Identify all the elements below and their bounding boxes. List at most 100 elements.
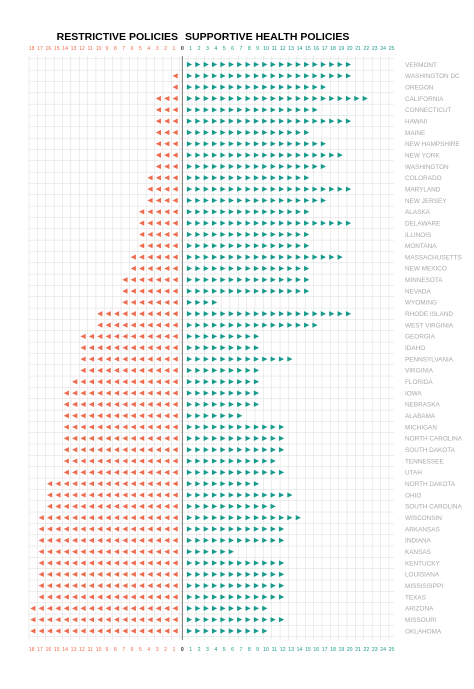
restrictive-triangle xyxy=(63,401,69,407)
restrictive-triangle xyxy=(147,220,153,226)
restrictive-triangle xyxy=(63,571,69,577)
supportive-triangle xyxy=(245,605,251,611)
restrictive-triangle xyxy=(172,175,178,181)
restrictive-triangle xyxy=(113,345,120,351)
restrictive-triangle xyxy=(97,617,103,623)
restrictive-triangle xyxy=(80,503,86,509)
supportive-triangle xyxy=(245,73,251,79)
supportive-triangle xyxy=(195,322,201,328)
supportive-triangle xyxy=(186,288,193,294)
supportive-triangle xyxy=(245,424,251,430)
state-label: NEW JERSEY xyxy=(405,198,447,205)
restrictive-triangle xyxy=(122,379,128,385)
restrictive-triangle xyxy=(130,379,136,385)
restrictive-triangle xyxy=(172,118,178,124)
restrictive-triangle xyxy=(113,379,120,385)
restrictive-triangle xyxy=(113,435,120,441)
supportive-triangle xyxy=(245,345,251,351)
supportive-triangle xyxy=(186,549,193,555)
state-label: MINNESOTA xyxy=(405,277,443,284)
restrictive-triangle xyxy=(164,424,170,430)
supportive-triangle xyxy=(337,73,343,79)
state-label: OHIO xyxy=(405,492,421,499)
supportive-triangle xyxy=(245,311,251,317)
restrictive-triangle xyxy=(164,503,170,509)
restrictive-triangle xyxy=(97,413,103,419)
supportive-triangle xyxy=(237,107,243,113)
restrictive-triangle xyxy=(113,413,120,419)
supportive-triangle xyxy=(203,526,209,532)
supportive-triangle xyxy=(237,141,243,147)
bottom-tick-left-10: 10 xyxy=(96,647,102,653)
supportive-triangle xyxy=(203,367,209,374)
restrictive-triangle xyxy=(122,526,128,532)
restrictive-triangle xyxy=(122,469,128,475)
supportive-triangle xyxy=(278,277,285,283)
supportive-triangle xyxy=(237,61,243,68)
supportive-triangle xyxy=(195,163,201,170)
restrictive-triangle xyxy=(147,367,153,374)
restrictive-triangle xyxy=(88,605,95,611)
supportive-triangle xyxy=(245,503,251,509)
restrictive-triangle xyxy=(122,367,128,374)
supportive-triangle xyxy=(237,481,243,487)
supportive-triangle xyxy=(211,61,218,68)
top-tick-left-6: 6 xyxy=(131,46,134,52)
supportive-triangle xyxy=(270,163,276,170)
state-label: CALIFORNIA xyxy=(405,96,444,103)
state-label: WISCONSIN xyxy=(405,515,442,522)
supportive-triangle xyxy=(195,254,201,260)
supportive-triangle xyxy=(262,107,268,113)
supportive-triangle xyxy=(195,617,201,623)
restrictive-triangle xyxy=(139,311,145,317)
supportive-triangle xyxy=(228,84,234,90)
top-tick-left-15: 15 xyxy=(54,46,60,52)
restrictive-triangle xyxy=(38,560,44,566)
restrictive-triangle xyxy=(155,141,161,147)
restrictive-triangle xyxy=(55,492,61,498)
supportive-triangle xyxy=(304,197,310,204)
supportive-triangle xyxy=(278,84,285,90)
restrictive-triangle xyxy=(113,594,120,600)
supportive-triangle xyxy=(186,118,193,124)
supportive-triangle xyxy=(287,492,293,498)
restrictive-triangle xyxy=(147,197,153,204)
supportive-triangle xyxy=(278,617,285,623)
supportive-triangle xyxy=(220,322,226,328)
supportive-triangle xyxy=(211,299,218,306)
restrictive-triangle xyxy=(105,379,111,385)
restrictive-triangle xyxy=(88,458,95,464)
restrictive-triangle xyxy=(130,469,136,475)
restrictive-triangle xyxy=(130,447,136,453)
restrictive-triangle xyxy=(97,447,103,453)
supportive-triangle xyxy=(211,628,218,634)
supportive-triangle xyxy=(228,481,234,487)
restrictive-triangle xyxy=(72,628,78,634)
restrictive-triangle xyxy=(46,583,53,589)
restrictive-triangle xyxy=(147,413,153,419)
restrictive-triangle xyxy=(88,447,95,453)
restrictive-triangle xyxy=(172,424,178,430)
supportive-triangle xyxy=(345,220,352,226)
restrictive-triangle xyxy=(88,469,95,475)
supportive-triangle xyxy=(253,345,260,351)
supportive-triangle xyxy=(186,458,193,464)
state-label: WASHINGTON DC xyxy=(405,73,460,80)
restrictive-triangle xyxy=(139,447,145,453)
supportive-triangle xyxy=(270,492,276,498)
supportive-triangle xyxy=(220,503,226,509)
supportive-triangle xyxy=(253,254,260,260)
supportive-triangle xyxy=(203,254,209,260)
restrictive-triangle xyxy=(46,537,53,543)
supportive-triangle xyxy=(262,628,268,634)
supportive-triangle xyxy=(262,197,268,204)
restrictive-triangle xyxy=(105,311,111,317)
supportive-triangle xyxy=(253,277,260,283)
restrictive-triangle xyxy=(88,481,95,487)
restrictive-triangle xyxy=(72,401,78,407)
supportive-triangle xyxy=(253,458,260,464)
restrictive-triangle xyxy=(122,628,128,634)
restrictive-triangle xyxy=(164,537,170,543)
restrictive-triangle xyxy=(80,424,86,430)
supportive-triangle xyxy=(228,231,234,238)
